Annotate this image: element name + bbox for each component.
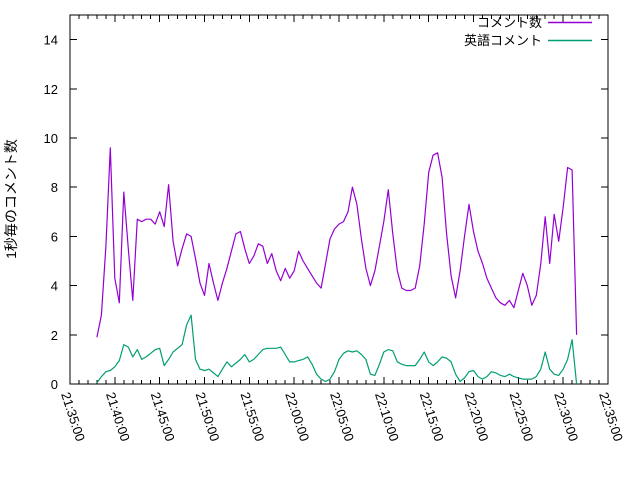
- x-tick-label: 21:50:00: [193, 390, 223, 443]
- y-tick-labels: 0 2 4 6 8 10 12 14: [44, 33, 58, 392]
- y-tick-label: 12: [44, 82, 58, 97]
- x-tick-label: 21:45:00: [148, 390, 178, 443]
- x-tick-label: 22:05:00: [327, 390, 357, 443]
- x-tick-label: 22:25:00: [506, 390, 536, 443]
- y-tick-label: 0: [51, 377, 58, 392]
- x-tick-label: 22:35:00: [596, 390, 626, 443]
- x-tick-label: 22:10:00: [372, 390, 402, 443]
- y-tick-label: 8: [51, 180, 58, 195]
- y-axis-title: 1秒毎のコメント数: [3, 139, 19, 259]
- x-tick-label: 22:30:00: [551, 390, 581, 443]
- y-tick-label: 10: [44, 131, 58, 146]
- x-tick-label: 21:55:00: [237, 390, 267, 443]
- x-tick-label: 21:40:00: [103, 390, 133, 443]
- series-line-comments: [96, 147, 578, 338]
- x-tick-labels: 21:35:00 21:40:00 21:45:00 21:50:00 21:55:00…: [58, 390, 626, 443]
- x-tick-label: 22:00:00: [282, 390, 312, 443]
- legend-label-english: 英語コメント: [464, 33, 542, 48]
- x-tick-label: 21:35:00: [58, 390, 88, 443]
- legend-label-comments: コメント数: [477, 15, 542, 30]
- x-tick-label: 22:20:00: [462, 390, 492, 443]
- series-line-english-comments: [96, 314, 578, 385]
- y-tick-label: 14: [44, 33, 58, 48]
- y-tick-label: 6: [51, 229, 58, 244]
- series-lines: [96, 147, 578, 385]
- y-tick-label: 4: [51, 279, 58, 294]
- x-tick-label: 22:15:00: [417, 390, 447, 443]
- axis-ticks: [69, 15, 609, 385]
- legend: コメント数 英語コメント: [464, 15, 592, 48]
- plot-border: [69, 14, 609, 385]
- y-tick-label: 2: [51, 328, 58, 343]
